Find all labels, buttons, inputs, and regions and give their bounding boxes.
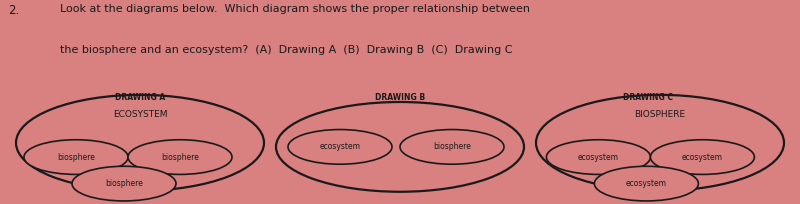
Text: ecosystem: ecosystem: [578, 153, 619, 162]
Text: ecosystem: ecosystem: [682, 153, 723, 162]
Text: DRAWING C: DRAWING C: [623, 93, 673, 102]
Ellipse shape: [128, 140, 232, 174]
Text: BIOSPHERE: BIOSPHERE: [634, 110, 686, 119]
Text: 2.: 2.: [8, 4, 19, 17]
Ellipse shape: [24, 140, 128, 174]
Ellipse shape: [594, 166, 698, 201]
Ellipse shape: [16, 95, 264, 191]
Ellipse shape: [400, 130, 504, 164]
Text: DRAWING B: DRAWING B: [375, 93, 425, 102]
Ellipse shape: [536, 95, 784, 191]
Text: the biosphere and an ecosystem?  (A)  Drawing A  (B)  Drawing B  (C)  Drawing C: the biosphere and an ecosystem? (A) Draw…: [60, 45, 513, 55]
Text: ECOSYSTEM: ECOSYSTEM: [113, 110, 167, 119]
Text: DRAWING A: DRAWING A: [115, 93, 165, 102]
Text: ecosystem: ecosystem: [319, 142, 361, 151]
Text: biosphere: biosphere: [161, 153, 199, 162]
Ellipse shape: [276, 102, 524, 192]
Ellipse shape: [650, 140, 754, 174]
Text: Look at the diagrams below.  Which diagram shows the proper relationship between: Look at the diagrams below. Which diagra…: [60, 4, 530, 14]
Text: biosphere: biosphere: [433, 142, 471, 151]
Text: biosphere: biosphere: [105, 179, 143, 188]
Text: ecosystem: ecosystem: [626, 179, 667, 188]
Ellipse shape: [288, 130, 392, 164]
Ellipse shape: [546, 140, 650, 174]
Text: biosphere: biosphere: [57, 153, 95, 162]
Ellipse shape: [72, 166, 176, 201]
